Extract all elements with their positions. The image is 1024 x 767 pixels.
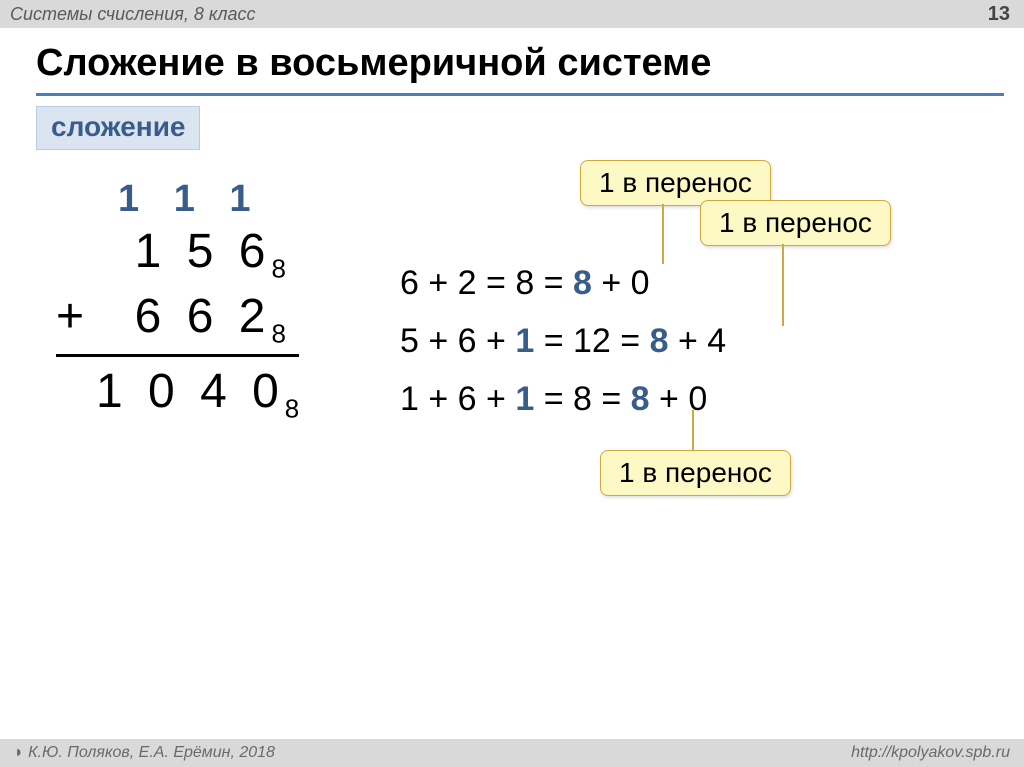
result: 1 0 4 08 xyxy=(56,354,299,426)
carry-callout-3: 1 в перенос xyxy=(600,450,791,496)
operation-tag: сложение xyxy=(36,106,200,150)
title-underline xyxy=(36,93,1004,96)
footer-url: http://kpolyakov.spb.ru xyxy=(851,744,1010,762)
page-number: 13 xyxy=(988,3,1010,26)
callout-connector-3 xyxy=(692,410,694,450)
footer-bar: ◗ К.Ю. Поляков, Е.А. Ерёмин, 2018 http:/… xyxy=(0,739,1024,767)
column-addition: 1 1 1 1 5 68 + 6 6 28 1 0 4 08 xyxy=(56,178,299,426)
header-topic: Системы счисления, 8 класс xyxy=(10,4,256,25)
callout-connector-1 xyxy=(662,204,664,264)
callout-connector-2 xyxy=(782,244,784,326)
second-operand: + 6 6 28 xyxy=(56,286,299,351)
explanation-steps: 6 + 2 = 8 = 8 + 0 5 + 6 + 1 = 12 = 8 + 4… xyxy=(400,255,726,428)
carry-callout-2: 1 в перенос xyxy=(700,200,891,246)
explain-line-2: 5 + 6 + 1 = 12 = 8 + 4 xyxy=(400,313,726,371)
content-area: 1 1 1 1 5 68 + 6 6 28 1 0 4 08 6 + 2 = 8… xyxy=(0,150,1024,710)
first-operand: 1 5 68 xyxy=(56,221,299,286)
footer-authors: ◗ К.Ю. Поляков, Е.А. Ерёмин, 2018 xyxy=(14,744,275,762)
header-bar: Системы счисления, 8 класс 13 xyxy=(0,0,1024,28)
explain-line-1: 6 + 2 = 8 = 8 + 0 xyxy=(400,255,726,313)
carry-digits: 1 1 1 xyxy=(56,178,299,221)
slide-title: Сложение в восьмеричной системе xyxy=(0,28,1024,93)
explain-line-3: 1 + 6 + 1 = 8 = 8 + 0 xyxy=(400,371,726,429)
